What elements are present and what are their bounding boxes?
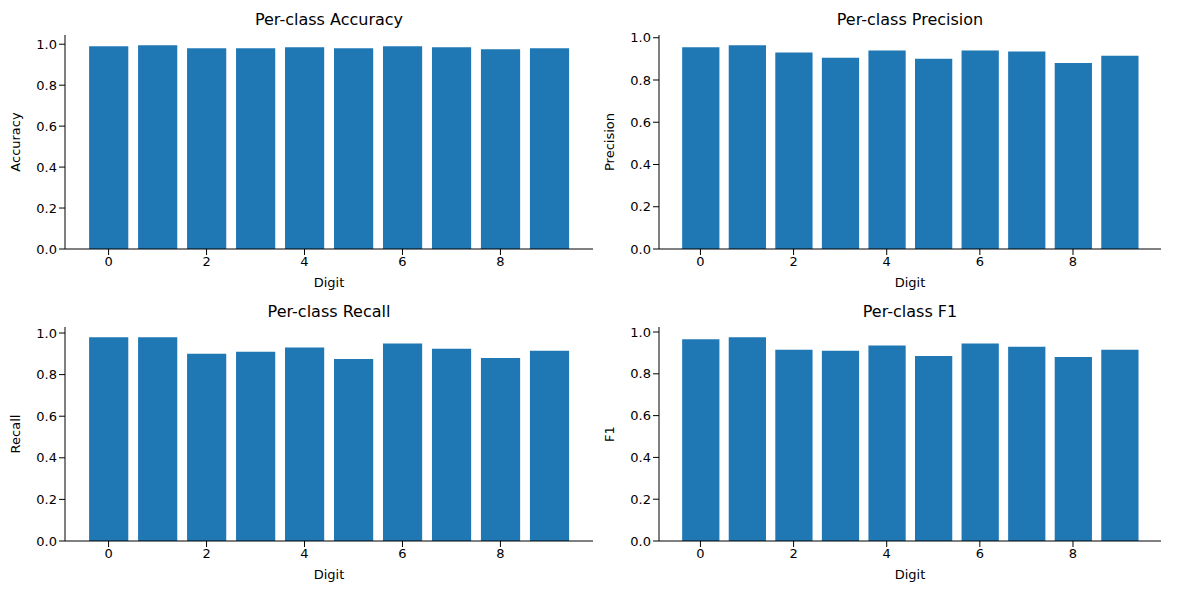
svg-text:6: 6 <box>976 254 984 269</box>
svg-text:0.4: 0.4 <box>36 450 57 465</box>
svg-text:6: 6 <box>976 546 984 561</box>
svg-text:Accuracy: Accuracy <box>8 112 23 172</box>
svg-text:0.4: 0.4 <box>630 157 651 172</box>
html-text:Per-class Precision: Per-class Precision <box>836 10 984 29</box>
svg-text:4: 4 <box>883 254 891 269</box>
svg-text:Digit: Digit <box>895 275 926 290</box>
svg-text:0: 0 <box>696 254 704 269</box>
svg-text:4: 4 <box>883 546 891 561</box>
svg-text:8: 8 <box>496 254 504 269</box>
svg-text:8: 8 <box>1069 546 1077 561</box>
svg-text:Precision: Precision <box>602 113 617 171</box>
svg-text:2: 2 <box>202 546 210 561</box>
svg-text:2: 2 <box>789 546 797 561</box>
svg-text:1.0: 1.0 <box>36 37 57 52</box>
svg-text:0.2: 0.2 <box>630 199 651 214</box>
html-text:Per-class Recall: Per-class Recall <box>267 302 391 321</box>
svg-text:Digit: Digit <box>895 567 926 582</box>
svg-text:0.2: 0.2 <box>36 201 57 216</box>
svg-text:0.6: 0.6 <box>630 408 651 423</box>
svg-text:4: 4 <box>300 254 308 269</box>
svg-text:0.0: 0.0 <box>630 534 651 549</box>
svg-text:0.8: 0.8 <box>630 366 651 381</box>
svg-text:Digit: Digit <box>314 275 345 290</box>
svg-text:0.0: 0.0 <box>630 242 651 257</box>
svg-text:1.0: 1.0 <box>630 325 651 340</box>
svg-text:Recall: Recall <box>8 415 23 454</box>
svg-text:0.0: 0.0 <box>36 534 57 549</box>
svg-text:0.4: 0.4 <box>36 160 57 175</box>
svg-text:0.6: 0.6 <box>36 119 57 134</box>
svg-text:1.0: 1.0 <box>630 30 651 45</box>
svg-text:0.0: 0.0 <box>36 242 57 257</box>
svg-text:0.8: 0.8 <box>36 78 57 93</box>
svg-text:8: 8 <box>1069 254 1077 269</box>
svg-text:1.0: 1.0 <box>36 326 57 341</box>
svg-text:0: 0 <box>104 254 112 269</box>
html-text:Per-class Accuracy: Per-class Accuracy <box>254 10 403 29</box>
svg-text:0.6: 0.6 <box>36 409 57 424</box>
html-text:Per-class F1: Per-class F1 <box>862 302 958 321</box>
svg-text:4: 4 <box>300 546 308 561</box>
svg-text:2: 2 <box>789 254 797 269</box>
svg-text:0.4: 0.4 <box>630 450 651 465</box>
svg-text:6: 6 <box>398 254 406 269</box>
svg-text:0.8: 0.8 <box>630 73 651 88</box>
svg-text:0: 0 <box>104 546 112 561</box>
svg-text:0.8: 0.8 <box>36 367 57 382</box>
svg-text:Digit: Digit <box>314 567 345 582</box>
svg-text:6: 6 <box>398 546 406 561</box>
svg-text:2: 2 <box>202 254 210 269</box>
svg-text:8: 8 <box>496 546 504 561</box>
svg-text:0.6: 0.6 <box>630 115 651 130</box>
svg-text:0.2: 0.2 <box>630 492 651 507</box>
svg-text:0: 0 <box>696 546 704 561</box>
svg-text:0.2: 0.2 <box>36 492 57 507</box>
svg-text:F1: F1 <box>602 426 617 442</box>
